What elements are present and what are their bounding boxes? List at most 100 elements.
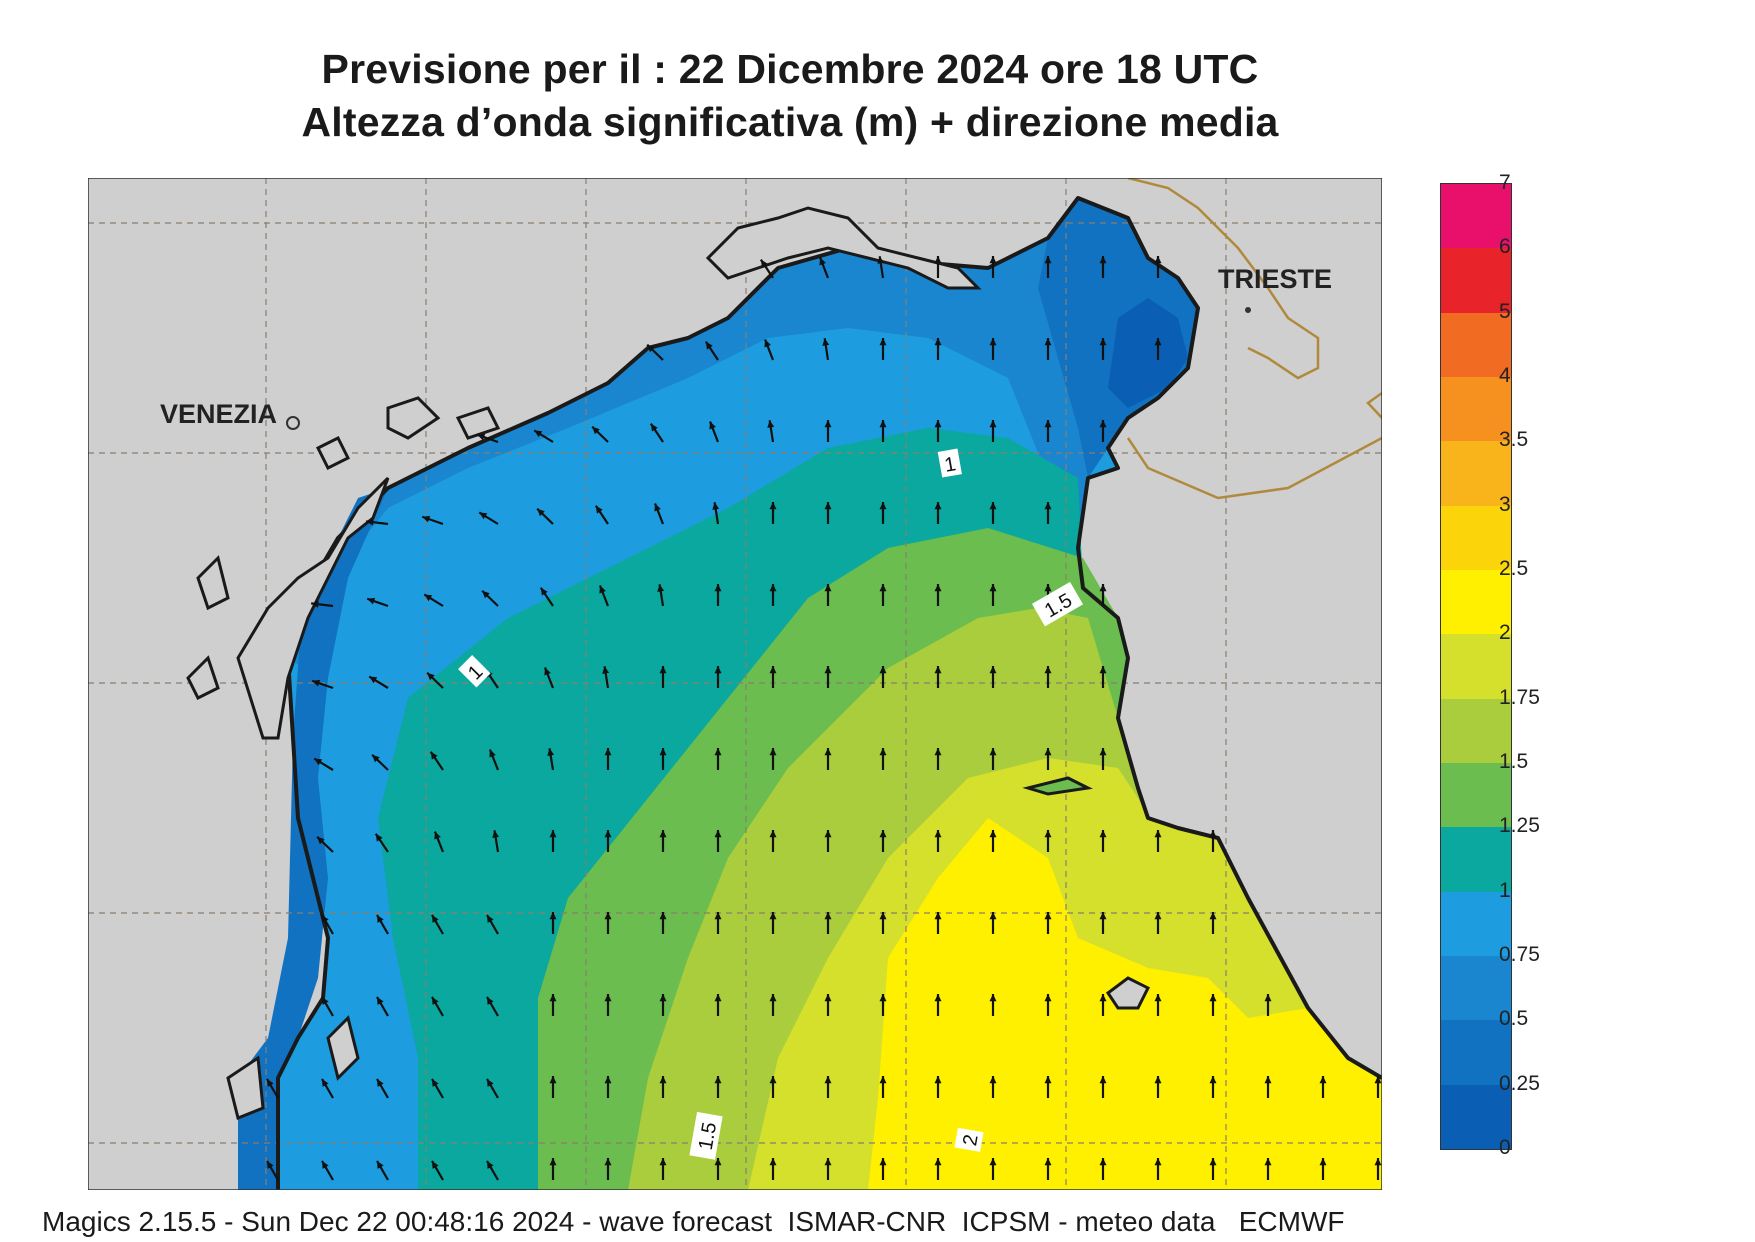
contour-labels: 1 1 1.5 1.5 2: [458, 448, 1084, 1160]
river-mouth: [1022, 776, 1093, 796]
arrow-head: [824, 912, 832, 920]
legend-swatch: [1441, 377, 1511, 442]
arrow-head: [549, 830, 557, 838]
legend-label: 1.75: [1499, 685, 1540, 709]
arrow-head: [934, 1076, 942, 1084]
coastal-island: [1105, 976, 1151, 1010]
venezia-marker: [286, 416, 300, 430]
arrow-head: [714, 1076, 722, 1084]
legend-swatch: [1441, 956, 1511, 1021]
arrow-head: [989, 338, 997, 346]
arrow-head: [769, 748, 777, 756]
arrow-head: [1044, 338, 1052, 346]
arrow-head: [769, 666, 777, 674]
city-label-trieste: TRIESTE: [1218, 264, 1332, 294]
contour-label: 1: [943, 453, 958, 477]
arrow-head: [1154, 1076, 1162, 1084]
arrow-head: [1044, 748, 1052, 756]
arrow-head: [934, 256, 942, 264]
arrow-head: [659, 748, 667, 756]
arrow-head: [322, 1078, 329, 1087]
arrow-head: [1319, 1076, 1327, 1084]
arrow-head: [372, 754, 380, 763]
arrow-head: [714, 994, 722, 1002]
arrow-head: [824, 420, 832, 428]
arrow-head: [434, 831, 441, 840]
arrow-head: [604, 912, 612, 920]
legend-swatch: [1441, 891, 1511, 956]
arrow-head: [432, 1078, 439, 1087]
legend-label: 3.5: [1499, 428, 1529, 452]
arrow-head: [477, 433, 486, 441]
arrow-head: [377, 1078, 384, 1087]
arrow-head: [1044, 1158, 1052, 1166]
arrow-head: [654, 503, 661, 512]
arrow-head: [819, 257, 826, 266]
arrow-head: [367, 597, 376, 605]
arrow-head: [705, 341, 713, 350]
arrow-head: [1209, 1158, 1217, 1166]
arrow-head: [879, 338, 887, 346]
arrow-head: [769, 912, 777, 920]
arrow-head: [714, 584, 722, 592]
legend-label: 0.5: [1499, 1007, 1529, 1031]
arrow-head: [989, 994, 997, 1002]
forecast-title: Previsione per il : 22 Dicembre 2024 ore…: [321, 46, 1259, 92]
arrow-head: [824, 666, 832, 674]
arrow-head: [824, 748, 832, 756]
arrow-head: [377, 996, 384, 1005]
grado-lagoon: [705, 206, 982, 290]
arrow-head: [595, 505, 603, 514]
arrow-head: [1154, 256, 1162, 264]
arrow-head: [592, 426, 600, 435]
legend-swatch: [1441, 505, 1511, 570]
arrow-head: [879, 502, 887, 510]
arrow-head: [989, 584, 997, 592]
arrow-head: [1374, 1158, 1382, 1166]
arrow-head: [822, 338, 830, 346]
arrow-head: [879, 666, 887, 674]
arrow-head: [934, 748, 942, 756]
arrow-head: [879, 994, 887, 1002]
legend-label: 1.5: [1499, 750, 1529, 773]
arrow-head: [712, 502, 720, 510]
arrow-head: [549, 994, 557, 1002]
arrow-head: [769, 1158, 777, 1166]
venice-lagoon: [186, 396, 501, 1121]
arrow-head: [432, 996, 439, 1005]
arrow-head: [604, 748, 612, 756]
arrow-head: [879, 748, 887, 756]
arrow-head: [544, 667, 551, 676]
arrow-head: [422, 515, 431, 523]
trieste-marker: [1245, 307, 1251, 313]
arrow-head: [714, 1158, 722, 1166]
arrow-head: [877, 256, 885, 264]
arrow-head: [934, 994, 942, 1002]
arrow-head: [824, 502, 832, 510]
arrow-head: [317, 836, 325, 845]
arrow-head: [709, 421, 716, 430]
legend-label: 0: [1499, 1136, 1511, 1159]
arrow-head: [377, 1160, 384, 1169]
arrow-head: [934, 666, 942, 674]
legend-swatch: [1441, 698, 1511, 763]
arrow-head: [714, 748, 722, 756]
arrow-head: [1209, 994, 1217, 1002]
arrow-head: [549, 912, 557, 920]
arrow-head: [267, 1160, 274, 1169]
arrow-head: [659, 1158, 667, 1166]
arrow-head: [1099, 256, 1107, 264]
legend-label: 0.25: [1499, 1071, 1540, 1095]
arrow-head: [1264, 994, 1272, 1002]
arrow-head: [1099, 912, 1107, 920]
country-border: [1126, 178, 1382, 500]
arrow-head: [934, 584, 942, 592]
arrow-head: [1209, 1076, 1217, 1084]
arrow-head: [824, 584, 832, 592]
arrow-head: [824, 1076, 832, 1084]
arrow-head: [1044, 584, 1052, 592]
legend-label: 5: [1499, 299, 1511, 323]
arrow-head: [1154, 912, 1162, 920]
legend-swatch: [1441, 634, 1511, 699]
arrow-head: [764, 339, 771, 348]
